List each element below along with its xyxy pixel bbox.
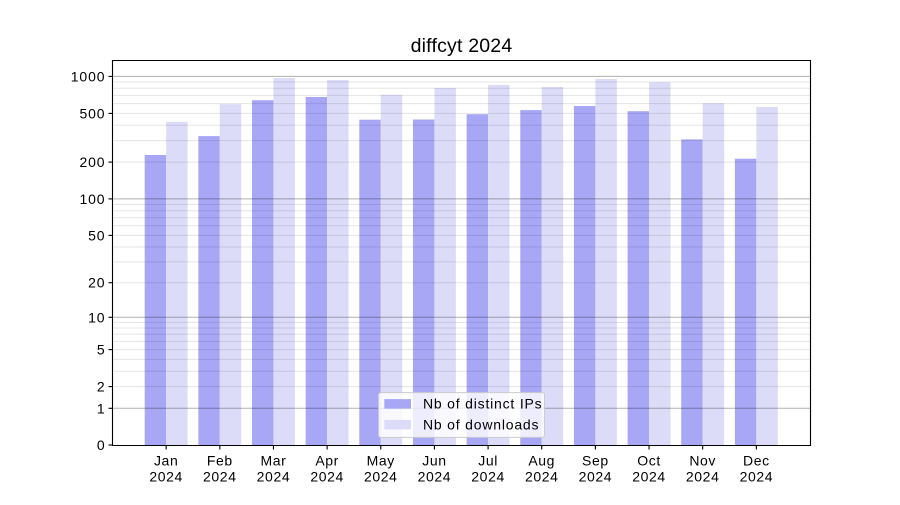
svg-text:2024: 2024 xyxy=(203,469,237,485)
svg-text:diffcyt 2024: diffcyt 2024 xyxy=(411,35,513,57)
svg-text:Nb of downloads: Nb of downloads xyxy=(423,416,539,432)
svg-text:May: May xyxy=(367,453,395,469)
svg-text:2024: 2024 xyxy=(310,469,344,485)
svg-text:Dec: Dec xyxy=(743,453,770,469)
svg-text:20: 20 xyxy=(88,275,105,291)
svg-text:Feb: Feb xyxy=(207,453,233,469)
svg-text:2024: 2024 xyxy=(149,469,183,485)
svg-text:Aug: Aug xyxy=(528,453,555,469)
svg-text:2024: 2024 xyxy=(686,469,720,485)
svg-text:2024: 2024 xyxy=(418,469,452,485)
svg-text:50: 50 xyxy=(88,227,105,243)
svg-text:2024: 2024 xyxy=(632,469,666,485)
svg-text:1: 1 xyxy=(97,400,106,416)
svg-text:2024: 2024 xyxy=(579,469,613,485)
svg-text:2024: 2024 xyxy=(364,469,398,485)
svg-text:Jan: Jan xyxy=(154,453,178,469)
svg-text:1000: 1000 xyxy=(71,68,106,84)
svg-text:10: 10 xyxy=(88,309,105,325)
svg-text:Mar: Mar xyxy=(260,453,286,469)
svg-text:500: 500 xyxy=(79,105,105,121)
svg-text:Sep: Sep xyxy=(582,453,609,469)
svg-text:Oct: Oct xyxy=(637,453,661,469)
svg-text:200: 200 xyxy=(79,154,105,170)
svg-text:2024: 2024 xyxy=(740,469,774,485)
svg-text:Jun: Jun xyxy=(422,453,446,469)
svg-text:2024: 2024 xyxy=(471,469,505,485)
svg-text:2024: 2024 xyxy=(257,469,291,485)
svg-text:Apr: Apr xyxy=(315,453,339,469)
svg-text:5: 5 xyxy=(97,342,106,358)
svg-text:2: 2 xyxy=(97,379,106,395)
svg-text:0: 0 xyxy=(97,437,106,453)
svg-text:100: 100 xyxy=(79,191,105,207)
svg-text:Jul: Jul xyxy=(478,453,498,469)
svg-text:Nov: Nov xyxy=(689,453,716,469)
svg-text:Nb of distinct IPs: Nb of distinct IPs xyxy=(423,395,542,411)
svg-text:2024: 2024 xyxy=(525,469,559,485)
